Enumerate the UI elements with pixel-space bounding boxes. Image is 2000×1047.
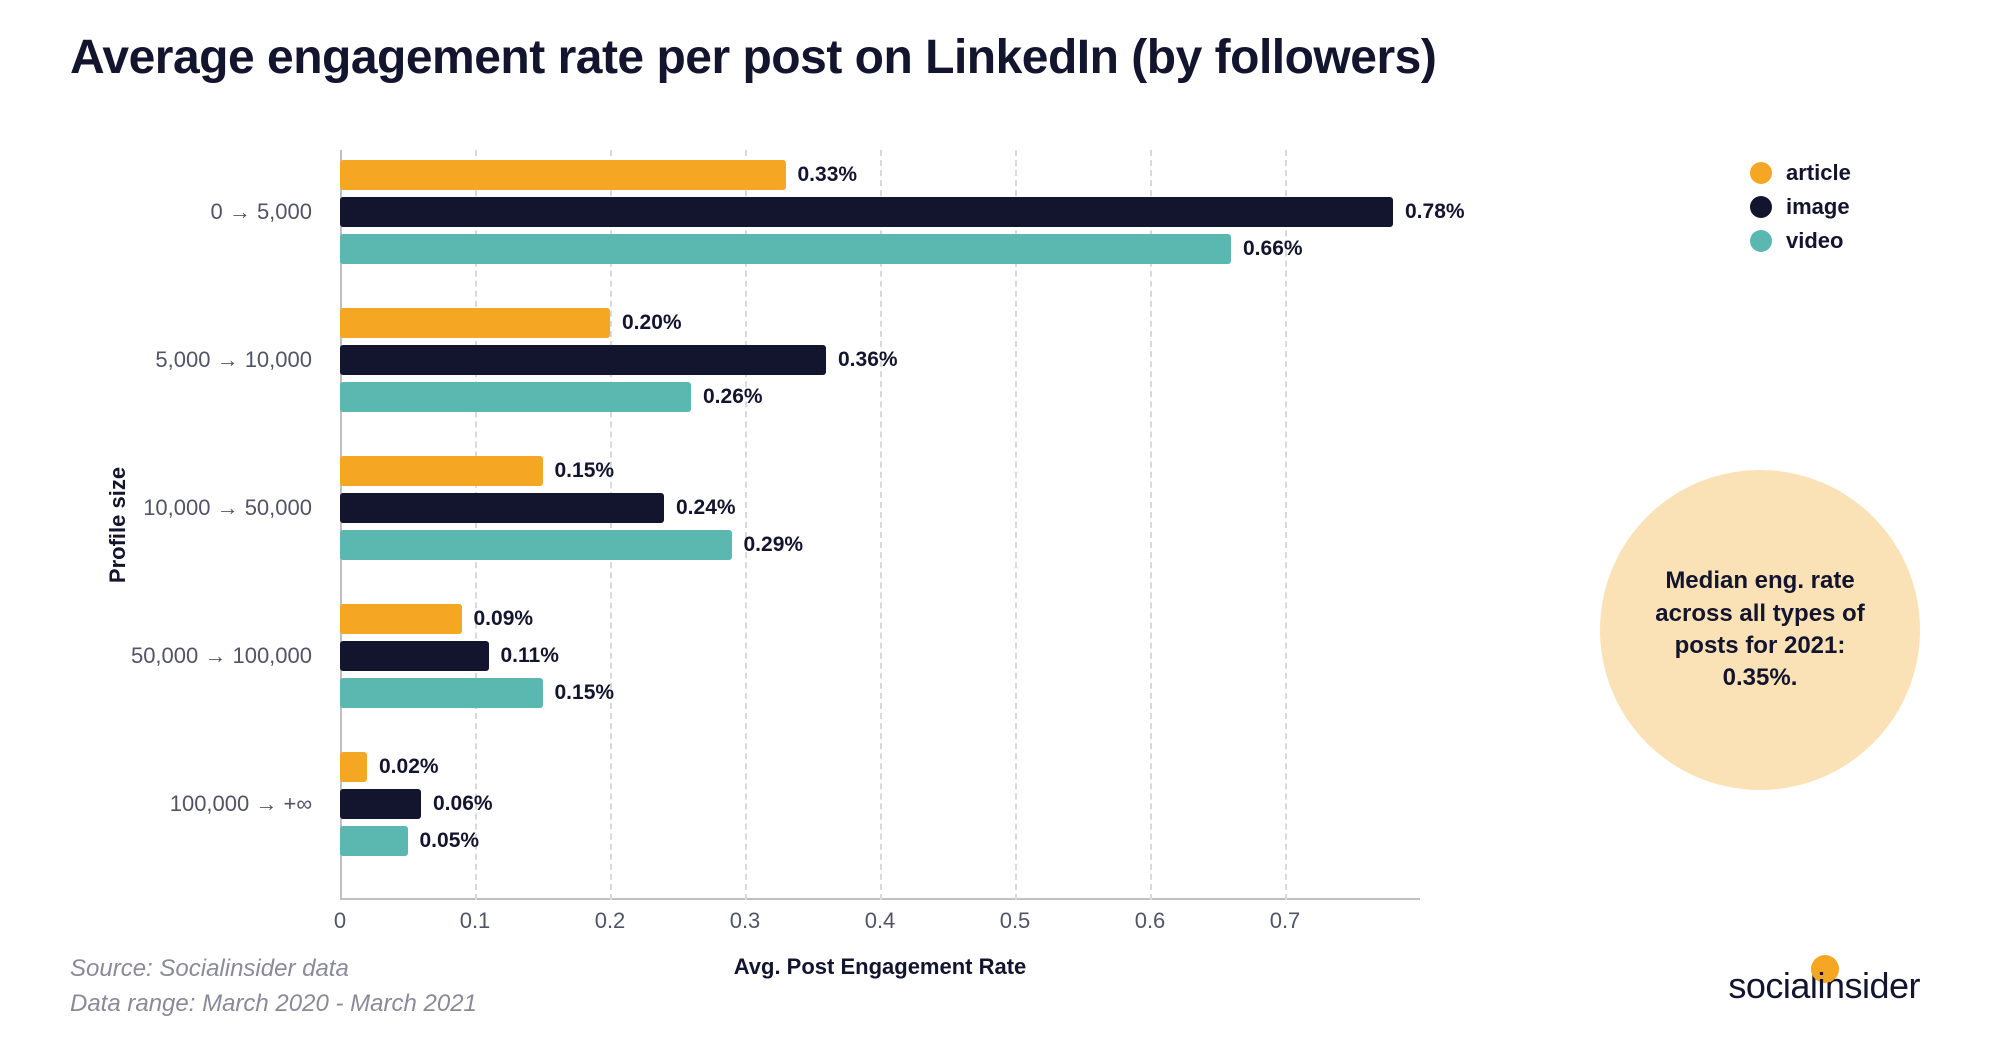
legend-label: image [1786,194,1850,220]
bar-value-label: 0.06% [421,792,493,816]
bar-value-label: 0.02% [367,755,439,779]
x-tick-label: 0.5 [1000,908,1031,934]
bar-value-label: 0.33% [786,163,858,187]
bar-value-label: 0.26% [691,385,763,409]
brand-text: nsider [1825,965,1920,1007]
bar-value-label: 0.05% [408,829,480,853]
bar-value-label: 0.15% [543,681,615,705]
bar-value-label: 0.11% [489,644,559,668]
bar-value-label: 0.29% [732,533,804,557]
plot-region: Profile size Avg. Post Engagement Rate 0… [340,150,1420,900]
bar-image: 0.24% [340,493,664,523]
callout-text: Median eng. rate across all types of pos… [1650,565,1870,695]
y-category-label: 0 → 5,000 [210,199,340,225]
bar-value-label: 0.09% [462,607,534,631]
x-tick-label: 0.1 [460,908,491,934]
legend-item-video: video [1750,228,1930,254]
x-axis-title: Avg. Post Engagement Rate [734,954,1027,980]
y-category-label: 10,000 → 50,000 [143,495,340,521]
bar-image: 0.06% [340,789,421,819]
y-axis-title: Profile size [105,467,131,583]
bar-image: 0.36% [340,345,826,375]
x-tick-label: 0.4 [865,908,896,934]
bar-value-label: 0.20% [610,311,682,335]
bar-value-label: 0.66% [1231,237,1303,261]
bar-article: 0.15% [340,456,543,486]
bar-video: 0.29% [340,530,732,560]
footer: Source: Socialinsider data Data range: M… [70,952,477,1022]
chart-title: Average engagement rate per post on Link… [70,30,1436,85]
legend-item-article: article [1750,160,1930,186]
bar-image: 0.78% [340,197,1393,227]
median-callout: Median eng. rate across all types of pos… [1600,470,1920,790]
x-tick-label: 0.3 [730,908,761,934]
bar-video: 0.26% [340,382,691,412]
legend: article image video [1750,160,1930,262]
bar-value-label: 0.78% [1393,200,1465,224]
bar-value-label: 0.24% [664,496,736,520]
bar-article: 0.33% [340,160,786,190]
brand-accent-icon: i [1817,965,1825,1007]
x-tick-label: 0 [334,908,346,934]
legend-swatch [1750,230,1772,252]
data-range-label: Data range: March 2020 - March 2021 [70,987,477,1022]
bar-image: 0.11% [340,641,489,671]
legend-swatch [1750,196,1772,218]
source-label: Source: Socialinsider data [70,952,477,987]
bar-value-label: 0.15% [543,459,615,483]
bar-article: 0.09% [340,604,462,634]
bar-article: 0.20% [340,308,610,338]
y-category-label: 50,000 → 100,000 [131,643,340,669]
gridline [1285,150,1287,900]
bar-video: 0.66% [340,234,1231,264]
bar-video: 0.15% [340,678,543,708]
x-tick-label: 0.6 [1135,908,1166,934]
brand-text: social [1728,965,1817,1007]
legend-item-image: image [1750,194,1930,220]
legend-label: article [1786,160,1851,186]
bar-video: 0.05% [340,826,408,856]
y-category-label: 5,000 → 10,000 [155,347,340,373]
chart-area: Profile size Avg. Post Engagement Rate 0… [340,150,1420,900]
bar-value-label: 0.36% [826,348,898,372]
legend-swatch [1750,162,1772,184]
bar-article: 0.02% [340,752,367,782]
brand-logo: socialinsider [1728,965,1920,1007]
legend-label: video [1786,228,1843,254]
x-tick-label: 0.2 [595,908,626,934]
x-tick-label: 0.7 [1270,908,1301,934]
y-category-label: 100,000 → +∞ [170,791,340,817]
